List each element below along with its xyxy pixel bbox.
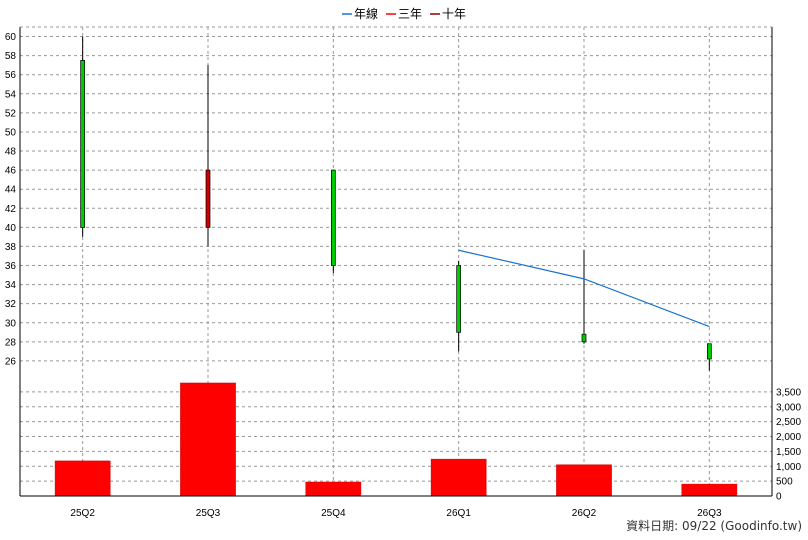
volume-bar xyxy=(305,481,362,497)
candle-body xyxy=(330,169,336,266)
plot-background xyxy=(20,27,772,496)
volume-bar xyxy=(54,460,111,497)
price-tick-label: 34 xyxy=(5,280,17,291)
candles xyxy=(80,36,712,371)
price-tick-label: 26 xyxy=(5,356,17,367)
tick-labels: 26 28 30 32 34 36 38 40 42 44 46 48 50 52 54 56 58 60 0 500… xyxy=(5,32,802,519)
volume-bar xyxy=(681,483,738,497)
candle-body xyxy=(581,333,587,343)
price-tick-label: 50 xyxy=(5,127,17,138)
candle-body xyxy=(80,60,86,228)
candle-body xyxy=(456,265,462,333)
legend-label-ten-year: 十年 xyxy=(442,7,466,21)
legend-label-three-year: 三年 xyxy=(398,7,422,21)
x-tick-label: 26Q2 xyxy=(572,508,597,519)
price-tick-label: 32 xyxy=(5,299,17,310)
price-tick-label: 60 xyxy=(5,32,17,43)
price-tick-label: 44 xyxy=(5,185,17,196)
x-tick-label: 25Q3 xyxy=(196,508,221,519)
x-tick-label: 25Q2 xyxy=(70,508,95,519)
volume-tick-label: 2,000 xyxy=(776,432,801,443)
footer-prefix: 資料日期: xyxy=(626,519,682,533)
price-tick-label: 36 xyxy=(5,261,17,272)
footer-date: 09/22 xyxy=(682,519,717,533)
volume-tick-label: 500 xyxy=(776,477,793,488)
volume-tick-label: 3,000 xyxy=(776,402,801,413)
candle-body xyxy=(205,169,211,228)
footer: 資料日期: 09/22 (Goodinfo.tw) xyxy=(626,517,802,534)
x-tick-label: 26Q3 xyxy=(697,508,722,519)
price-tick-label: 54 xyxy=(5,89,17,100)
price-tick-label: 48 xyxy=(5,147,17,158)
price-tick-label: 30 xyxy=(5,318,17,329)
volume-tick-label: 1,000 xyxy=(776,462,801,473)
price-tick-label: 46 xyxy=(5,166,17,177)
volume-bar xyxy=(180,382,236,497)
footer-source: (Goodinfo.tw) xyxy=(716,519,802,533)
volume-tick-label: 1,500 xyxy=(776,447,801,458)
price-tick-label: 38 xyxy=(5,242,17,253)
x-tick-label: 25Q4 xyxy=(321,508,346,519)
candle-body xyxy=(706,343,712,360)
price-tick-label: 42 xyxy=(5,204,17,215)
price-tick-label: 40 xyxy=(5,223,17,234)
series-line-annual xyxy=(458,249,710,328)
axes xyxy=(19,26,773,497)
moving-average-lines xyxy=(458,249,710,328)
volume-tick-label: 0 xyxy=(776,492,782,503)
x-tick-label: 26Q1 xyxy=(446,508,471,519)
grid xyxy=(20,27,772,496)
legend-label-annual: 年線 xyxy=(354,6,378,21)
volume-bar xyxy=(556,464,612,497)
price-tick-label: 28 xyxy=(5,337,17,348)
volume-bar xyxy=(430,458,487,497)
price-tick-label: 56 xyxy=(5,70,17,81)
price-tick-label: 58 xyxy=(5,51,17,62)
legend: 年線 三年 十年 xyxy=(342,6,466,21)
volume-tick-label: 2,500 xyxy=(776,417,801,428)
volume-bars xyxy=(54,382,738,497)
price-tick-label: 52 xyxy=(5,108,17,119)
volume-tick-label: 3,500 xyxy=(776,387,801,398)
